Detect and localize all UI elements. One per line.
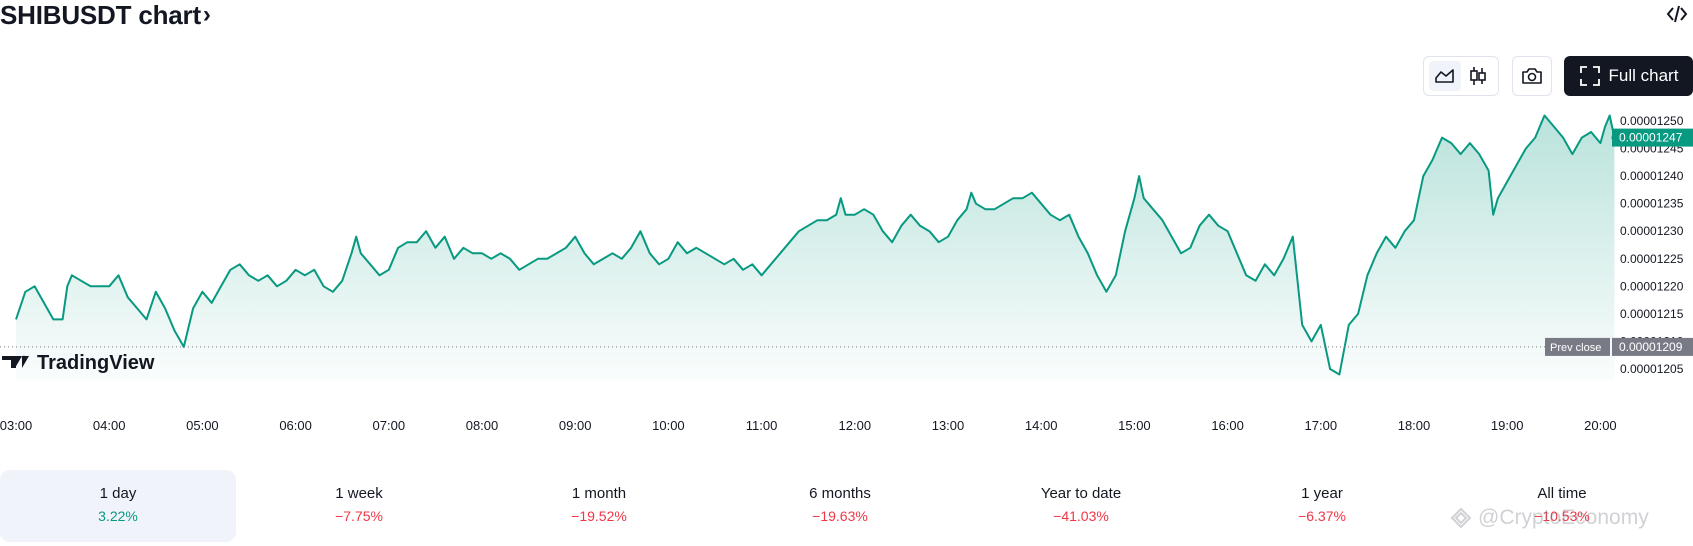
cryptoeconomy-logo-icon bbox=[1450, 507, 1472, 529]
x-tick-label: 08:00 bbox=[466, 418, 499, 433]
x-tick-label: 06:00 bbox=[279, 418, 312, 433]
x-tick-label: 10:00 bbox=[652, 418, 685, 433]
period-label: 1 week bbox=[335, 485, 383, 502]
period-tab-1-month[interactable]: 1 month −19.52% bbox=[481, 470, 717, 542]
period-label: Year to date bbox=[1040, 485, 1122, 502]
tradingview-logo-text: TradingView bbox=[37, 352, 155, 374]
price-area-fill bbox=[16, 115, 1615, 380]
code-brackets-icon[interactable] bbox=[1665, 2, 1689, 26]
period-tab-6-months[interactable]: 6 months −19.63% bbox=[722, 470, 958, 542]
screenshot-button[interactable] bbox=[1512, 56, 1552, 96]
full-chart-button[interactable]: Full chart bbox=[1564, 56, 1693, 96]
x-tick-label: 15:00 bbox=[1118, 418, 1151, 433]
period-label: 1 month bbox=[571, 485, 627, 502]
chart-style-toggle bbox=[1423, 56, 1499, 96]
y-tick-label: 0.00001205 bbox=[1620, 362, 1684, 376]
x-tick-label: 20:00 bbox=[1584, 418, 1617, 433]
full-chart-label: Full chart bbox=[1608, 66, 1679, 85]
chevron-right-icon: › bbox=[202, 1, 211, 28]
x-tick-label: 18:00 bbox=[1398, 418, 1431, 433]
prev-close-badge bbox=[1612, 337, 1693, 356]
x-tick-label: 13:00 bbox=[932, 418, 965, 433]
period-tab-1-week[interactable]: 1 week −7.75% bbox=[241, 470, 477, 542]
x-tick-label: 14:00 bbox=[1025, 418, 1058, 433]
x-tick-label: 12:00 bbox=[839, 418, 872, 433]
period-label: 1 day bbox=[99, 485, 137, 502]
last-price-badge bbox=[1612, 128, 1693, 147]
period-tab-year-to-date[interactable]: Year to date −41.03% bbox=[963, 470, 1199, 542]
prev-close-tag bbox=[1545, 337, 1610, 356]
period-change-value: −41.03% bbox=[1053, 508, 1109, 524]
period-label: All time bbox=[1537, 485, 1587, 502]
period-change-value: −7.75% bbox=[335, 508, 383, 524]
x-tick-label: 07:00 bbox=[373, 418, 406, 433]
y-tick-label: 0.00001220 bbox=[1620, 279, 1684, 293]
candlestick-icon bbox=[1469, 67, 1486, 85]
candles-style-button[interactable] bbox=[1462, 61, 1494, 91]
page-title: SHIBUSDT chart bbox=[0, 0, 201, 30]
y-tick-label: 0.00001235 bbox=[1620, 197, 1684, 211]
period-change-value: −6.37% bbox=[1298, 508, 1346, 524]
x-tick-label: 17:00 bbox=[1305, 418, 1338, 433]
y-tick-label: 0.00001240 bbox=[1620, 169, 1684, 183]
area-style-button[interactable] bbox=[1428, 61, 1461, 91]
y-tick-label: 0.00001230 bbox=[1620, 224, 1684, 238]
period-change-value: −19.52% bbox=[571, 508, 627, 524]
x-tick-label: 04:00 bbox=[93, 418, 126, 433]
chart-title-link[interactable]: SHIBUSDT chart › bbox=[0, 0, 211, 30]
y-tick-label: 0.00001215 bbox=[1620, 307, 1684, 321]
price-chart[interactable]: 0.000012500.000012450.000012400.00001235… bbox=[0, 110, 1693, 440]
period-change-value: −19.63% bbox=[812, 508, 868, 524]
x-tick-label: 11:00 bbox=[746, 418, 778, 433]
prev-close-label: Prev close bbox=[1550, 342, 1601, 354]
watermark: @CryptoEconomy bbox=[1450, 506, 1649, 530]
period-tab-all-time[interactable]: All time −10.53% bbox=[1444, 470, 1680, 542]
x-tick-label: 05:00 bbox=[186, 418, 219, 433]
period-tab-1-year[interactable]: 1 year −6.37% bbox=[1204, 470, 1440, 542]
x-tick-label: 09:00 bbox=[559, 418, 592, 433]
tradingview-logo: TradingView bbox=[2, 352, 155, 374]
period-change-value: −10.53% bbox=[1534, 508, 1590, 524]
last-price-label: 0.00001247 bbox=[1619, 131, 1683, 145]
area-chart-icon bbox=[1434, 69, 1454, 83]
period-label: 1 year bbox=[1301, 485, 1343, 502]
y-tick-label: 0.00001225 bbox=[1620, 252, 1684, 266]
period-tab-1-day[interactable]: 1 day 3.22% bbox=[0, 470, 236, 542]
x-tick-label: 19:00 bbox=[1491, 418, 1524, 433]
prev-close-value: 0.00001209 bbox=[1619, 340, 1683, 354]
fullscreen-icon bbox=[1579, 66, 1600, 86]
performance-periods: 1 day 3.22% 1 week −7.75% 1 month −19.52% 6 mo… bbox=[0, 470, 1693, 542]
price-line bbox=[15, 114, 1616, 376]
period-label: 6 months bbox=[809, 485, 871, 502]
period-change-value: 3.22% bbox=[98, 508, 138, 524]
x-tick-label: 16:00 bbox=[1211, 418, 1244, 433]
camera-icon bbox=[1522, 68, 1542, 84]
x-tick-label: 03:00 bbox=[0, 418, 32, 433]
watermark-text: @CryptoEconomy bbox=[1478, 506, 1649, 529]
y-tick-label: 0.00001250 bbox=[1620, 114, 1684, 128]
